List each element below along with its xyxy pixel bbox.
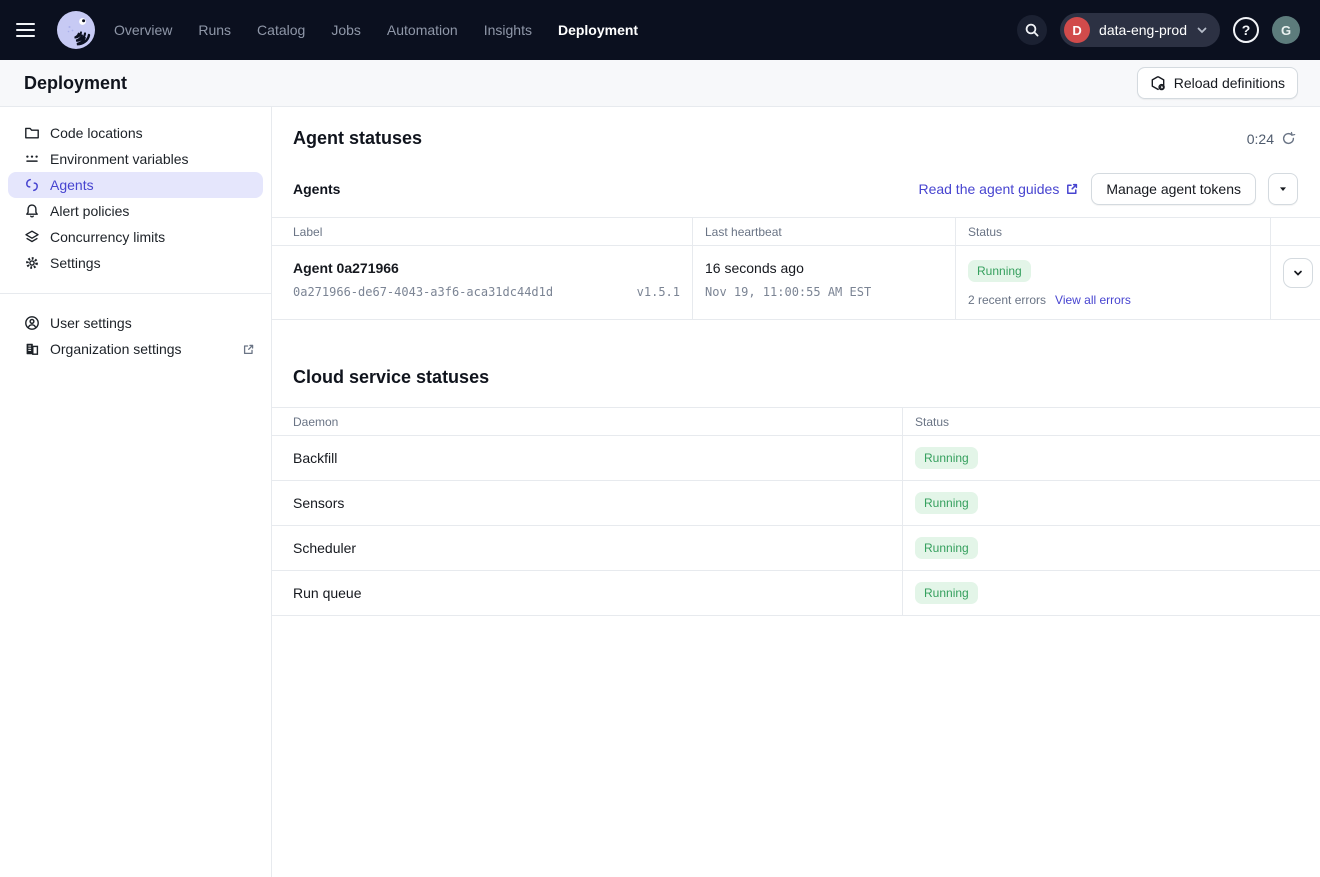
status-badge: Running xyxy=(915,582,978,604)
status-badge: Running xyxy=(915,492,978,514)
agent-statuses-title: Agent statuses xyxy=(293,128,423,148)
page-header: Deployment Reload definitions xyxy=(0,60,1320,107)
daemon-row: Backfill Running xyxy=(272,436,1320,481)
search-icon xyxy=(1024,22,1040,38)
settings-sidebar: Code locations Environment variables Age… xyxy=(0,107,272,877)
agent-icon xyxy=(24,177,40,193)
cloud-service-statuses-title: Cloud service statuses xyxy=(293,367,490,387)
deployment-name: data-eng-prod xyxy=(1099,22,1187,38)
sidebar-item-code-locations[interactable]: Code locations xyxy=(8,120,263,146)
column-header-actions xyxy=(1270,218,1320,245)
daemon-name: Sensors xyxy=(293,495,345,511)
daemon-name: Run queue xyxy=(293,585,362,601)
help-button[interactable]: ? xyxy=(1233,17,1259,43)
recent-errors-count: 2 recent errors xyxy=(968,293,1047,307)
countdown-value: 0:24 xyxy=(1246,130,1274,147)
folder-icon xyxy=(24,125,40,141)
sidebar-item-settings[interactable]: Settings xyxy=(8,250,263,276)
main-content: Agent statuses 0:24 Agents Read the agen… xyxy=(272,107,1320,877)
agent-name: Agent 0a271966 xyxy=(293,260,399,276)
search-button[interactable] xyxy=(1017,15,1048,45)
menu-icon[interactable] xyxy=(16,17,42,43)
gear-icon xyxy=(24,255,40,271)
top-navbar: Overview Runs Catalog Jobs Automation In… xyxy=(0,0,1320,60)
sidebar-item-alert-policies[interactable]: Alert policies xyxy=(8,198,263,224)
refresh-icon[interactable] xyxy=(1281,131,1296,146)
refresh-countdown: 0:24 xyxy=(1247,131,1296,147)
nav-item-automation[interactable]: Automation xyxy=(386,22,458,38)
daemon-name: Backfill xyxy=(293,450,338,466)
daemon-row: Sensors Running xyxy=(272,481,1320,526)
agents-table: Label Last heartbeat Status Agent 0a2719… xyxy=(272,217,1320,320)
reload-definitions-icon xyxy=(1150,75,1166,91)
bell-icon xyxy=(24,203,40,219)
column-header-label: Label xyxy=(293,224,323,239)
sidebar-item-agents[interactable]: Agents xyxy=(8,172,263,198)
primary-nav: Overview Runs Catalog Jobs Automation In… xyxy=(114,22,638,38)
status-badge: Running xyxy=(915,537,978,559)
agents-section-label: Agents xyxy=(293,181,341,197)
agent-row: Agent 0a271966 0a271966-de67-4043-a3f6-a… xyxy=(272,246,1320,320)
heartbeat-relative: 16 seconds ago xyxy=(705,260,804,276)
sidebar-divider xyxy=(0,293,271,294)
nav-item-catalog[interactable]: Catalog xyxy=(257,22,306,38)
column-header-status: Status xyxy=(902,408,1320,435)
daemon-name: Scheduler xyxy=(293,540,357,556)
layers-icon xyxy=(24,229,40,245)
daemon-row: Scheduler Running xyxy=(272,526,1320,571)
deployment-switcher[interactable]: D data-eng-prod xyxy=(1060,13,1220,47)
column-header-daemon: Daemon xyxy=(293,414,339,429)
view-all-errors-link[interactable]: View all errors xyxy=(1055,293,1131,307)
agents-table-header: Label Last heartbeat Status xyxy=(272,218,1320,246)
page-title: Deployment xyxy=(24,72,128,93)
organization-icon xyxy=(24,341,40,357)
reload-definitions-button[interactable]: Reload definitions xyxy=(1136,67,1298,99)
agent-version: v1.5.1 xyxy=(636,285,680,299)
sidebar-item-environment-variables[interactable]: Environment variables xyxy=(8,146,263,172)
column-header-last-heartbeat: Last heartbeat xyxy=(692,218,955,245)
heartbeat-timestamp: Nov 19, 11:00:55 AM EST xyxy=(705,285,872,299)
chevron-down-icon xyxy=(1292,267,1304,279)
nav-item-deployment[interactable]: Deployment xyxy=(557,22,639,38)
chevron-down-icon xyxy=(1196,24,1208,36)
cloud-services-table: Daemon Status Backfill Running Sensors R… xyxy=(272,407,1320,616)
nav-item-runs[interactable]: Runs xyxy=(198,22,232,38)
external-link-icon xyxy=(1065,182,1079,196)
sidebar-item-organization-settings[interactable]: Organization settings xyxy=(8,336,263,362)
sidebar-item-user-settings[interactable]: User settings xyxy=(8,310,263,336)
agents-more-actions-button[interactable] xyxy=(1268,173,1298,205)
nav-item-insights[interactable]: Insights xyxy=(483,22,532,38)
variables-icon xyxy=(24,151,40,167)
deployment-badge: D xyxy=(1064,17,1091,43)
agent-guides-link[interactable]: Read the agent guides xyxy=(918,181,1079,197)
external-link-icon xyxy=(242,343,255,356)
dagster-logo-icon[interactable] xyxy=(56,10,96,50)
caret-down-icon xyxy=(1278,184,1288,194)
sidebar-item-concurrency-limits[interactable]: Concurrency limits xyxy=(8,224,263,250)
agent-id: 0a271966-de67-4043-a3f6-aca31dc44d1d xyxy=(293,285,554,299)
manage-agent-tokens-button[interactable]: Manage agent tokens xyxy=(1091,173,1256,205)
status-badge: Running xyxy=(968,260,1031,282)
question-icon: ? xyxy=(1241,22,1251,38)
daemon-row: Run queue Running xyxy=(272,571,1320,616)
expand-agent-row-button[interactable] xyxy=(1283,258,1313,288)
user-icon xyxy=(24,315,40,331)
nav-item-overview[interactable]: Overview xyxy=(114,22,173,38)
avatar[interactable]: G xyxy=(1272,16,1300,44)
column-header-status: Status xyxy=(955,218,1270,245)
cloud-table-header: Daemon Status xyxy=(272,408,1320,436)
nav-item-jobs[interactable]: Jobs xyxy=(331,22,361,38)
status-badge: Running xyxy=(915,447,978,469)
